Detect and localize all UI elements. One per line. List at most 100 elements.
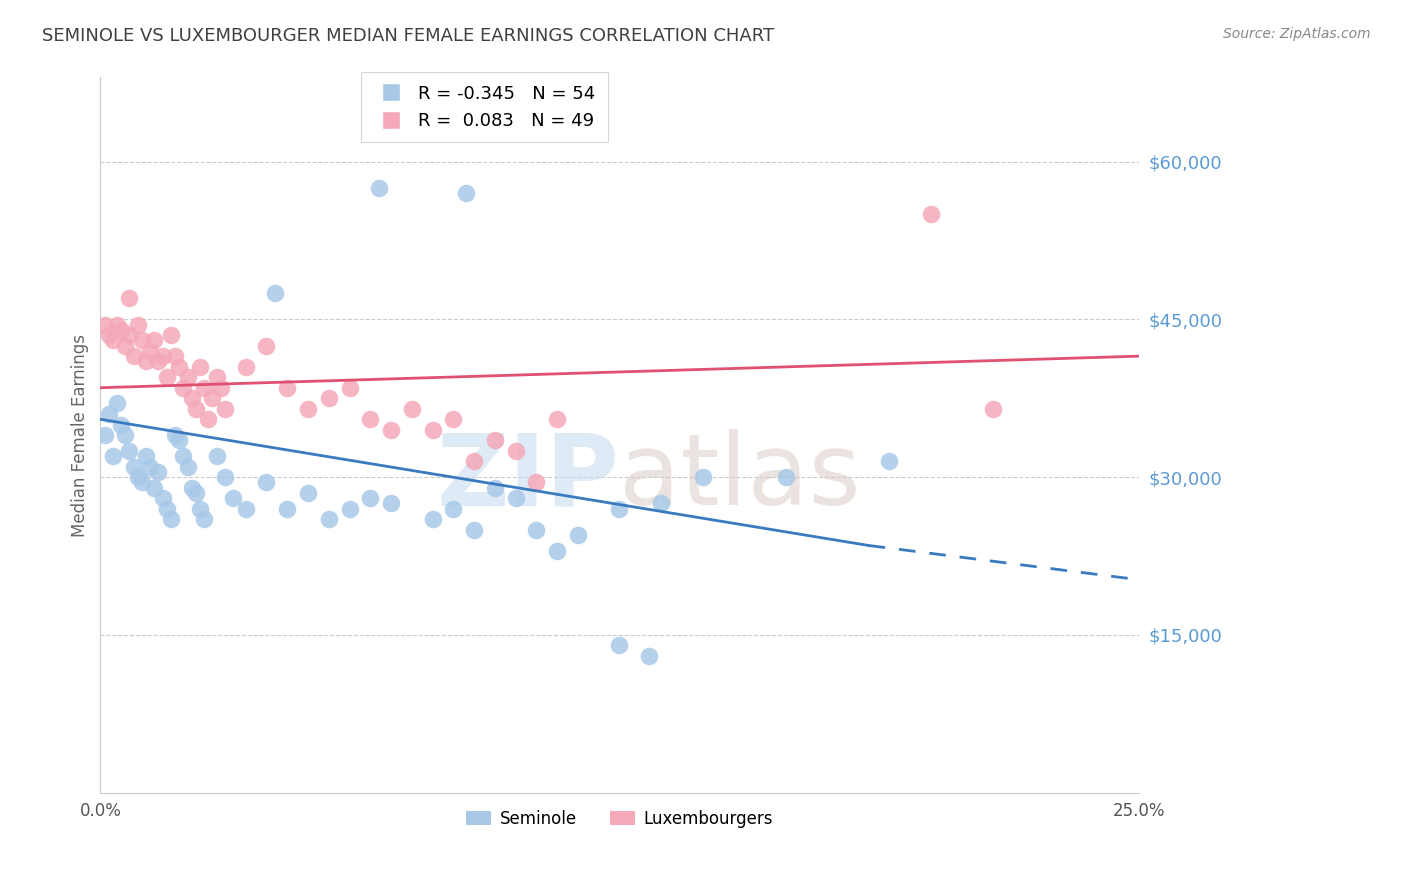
Point xyxy=(101,334,124,348)
Legend: Seminole, Luxembourgers: Seminole, Luxembourgers xyxy=(460,803,779,834)
Point xyxy=(139,343,162,358)
Point xyxy=(526,475,548,490)
Point xyxy=(609,501,631,516)
Point xyxy=(139,459,162,474)
Text: Source: ZipAtlas.com: Source: ZipAtlas.com xyxy=(1223,27,1371,41)
Point xyxy=(981,401,1004,416)
Text: ZIP: ZIP xyxy=(437,429,620,526)
Point xyxy=(167,434,190,448)
Point xyxy=(156,370,179,384)
Point xyxy=(152,491,174,505)
Point xyxy=(97,407,120,421)
Point xyxy=(93,428,115,442)
Point xyxy=(172,449,194,463)
Point xyxy=(114,338,136,352)
Point xyxy=(209,381,232,395)
Point xyxy=(135,354,157,368)
Point xyxy=(122,349,145,363)
Point xyxy=(359,491,381,505)
Point xyxy=(422,423,444,437)
Point xyxy=(101,449,124,463)
Point xyxy=(263,286,285,301)
Point xyxy=(110,417,132,432)
Point xyxy=(205,370,228,384)
Point xyxy=(609,639,631,653)
Point xyxy=(188,501,211,516)
Point xyxy=(454,186,477,201)
Point xyxy=(297,401,319,416)
Point xyxy=(775,470,797,484)
Point xyxy=(505,491,527,505)
Point xyxy=(484,481,506,495)
Point xyxy=(205,449,228,463)
Text: atlas: atlas xyxy=(620,429,860,526)
Point xyxy=(180,481,202,495)
Point xyxy=(256,338,278,352)
Point xyxy=(201,391,224,405)
Point xyxy=(276,501,298,516)
Point xyxy=(339,381,361,395)
Point xyxy=(422,512,444,526)
Point xyxy=(143,481,166,495)
Y-axis label: Median Female Earnings: Median Female Earnings xyxy=(72,334,89,537)
Point xyxy=(297,486,319,500)
Point xyxy=(193,512,215,526)
Point xyxy=(152,349,174,363)
Point xyxy=(184,401,207,416)
Point xyxy=(135,449,157,463)
Point xyxy=(93,318,115,332)
Point xyxy=(167,359,190,374)
Point xyxy=(359,412,381,426)
Point xyxy=(148,354,170,368)
Point xyxy=(546,412,568,426)
Point xyxy=(380,423,402,437)
Point xyxy=(235,501,257,516)
Point xyxy=(97,328,120,343)
Point xyxy=(127,318,149,332)
Point xyxy=(401,401,423,416)
Text: SEMINOLE VS LUXEMBOURGER MEDIAN FEMALE EARNINGS CORRELATION CHART: SEMINOLE VS LUXEMBOURGER MEDIAN FEMALE E… xyxy=(42,27,775,45)
Point xyxy=(222,491,245,505)
Point xyxy=(188,359,211,374)
Point xyxy=(235,359,257,374)
Point xyxy=(143,334,166,348)
Point xyxy=(463,454,485,468)
Point xyxy=(318,391,340,405)
Point xyxy=(122,459,145,474)
Point xyxy=(172,381,194,395)
Point xyxy=(114,428,136,442)
Point xyxy=(339,501,361,516)
Point xyxy=(148,465,170,479)
Point xyxy=(276,381,298,395)
Point xyxy=(256,475,278,490)
Point xyxy=(127,470,149,484)
Point xyxy=(879,454,901,468)
Point xyxy=(165,428,187,442)
Point xyxy=(105,396,128,410)
Point xyxy=(214,401,236,416)
Point xyxy=(184,486,207,500)
Point xyxy=(131,334,153,348)
Point xyxy=(180,391,202,405)
Point xyxy=(692,470,714,484)
Point xyxy=(105,318,128,332)
Point xyxy=(380,496,402,510)
Point xyxy=(484,434,506,448)
Point xyxy=(214,470,236,484)
Point xyxy=(118,291,141,305)
Point xyxy=(160,328,183,343)
Point xyxy=(160,512,183,526)
Point xyxy=(110,323,132,337)
Point xyxy=(193,381,215,395)
Point xyxy=(650,496,672,510)
Point xyxy=(920,207,942,221)
Point xyxy=(637,648,659,663)
Point xyxy=(156,501,179,516)
Point xyxy=(441,501,464,516)
Point xyxy=(318,512,340,526)
Point xyxy=(176,370,198,384)
Point xyxy=(165,349,187,363)
Point xyxy=(546,543,568,558)
Point xyxy=(441,412,464,426)
Point xyxy=(505,443,527,458)
